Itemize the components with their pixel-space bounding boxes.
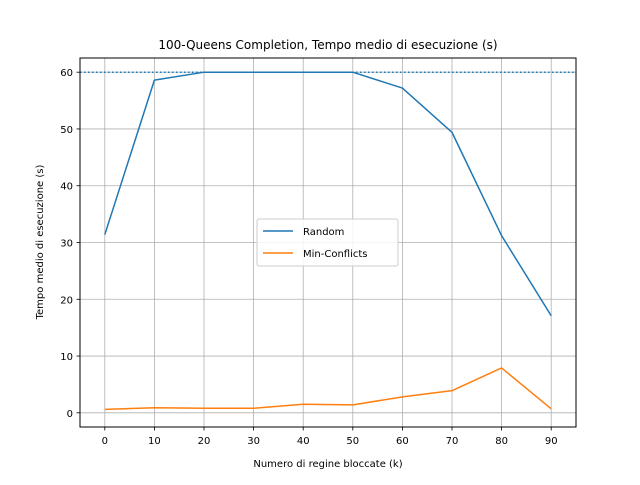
x-axis-label: Numero di regine bloccate (k) [253, 459, 402, 470]
x-tick-label: 0 [102, 436, 108, 447]
legend-label-random: Random [303, 227, 344, 238]
y-tick-label: 50 [60, 125, 73, 136]
y-tick-label: 30 [60, 239, 73, 250]
x-tick-label: 30 [247, 436, 260, 447]
y-tick-label: 60 [60, 68, 73, 79]
legend: Random Min-Conflicts [257, 219, 398, 266]
x-tick-label: 50 [346, 436, 359, 447]
y-axis-label: Tempo medio di esecuzione (s) [35, 165, 46, 321]
x-tick-label: 10 [148, 436, 161, 447]
legend-label-min-conflicts: Min-Conflicts [303, 249, 368, 260]
x-tick-label: 70 [446, 436, 459, 447]
x-tick-label: 80 [495, 436, 508, 447]
y-tick-label: 0 [67, 409, 73, 420]
y-tick-label: 20 [60, 295, 73, 306]
x-tick-label: 90 [545, 436, 558, 447]
y-tick-label: 40 [60, 182, 73, 193]
chart-title: 100-Queens Completion, Tempo medio di es… [158, 38, 497, 52]
x-tick-label: 60 [396, 436, 409, 447]
x-tick-label: 40 [297, 436, 310, 447]
y-tick-label: 10 [60, 352, 73, 363]
x-tick-label: 20 [198, 436, 211, 447]
